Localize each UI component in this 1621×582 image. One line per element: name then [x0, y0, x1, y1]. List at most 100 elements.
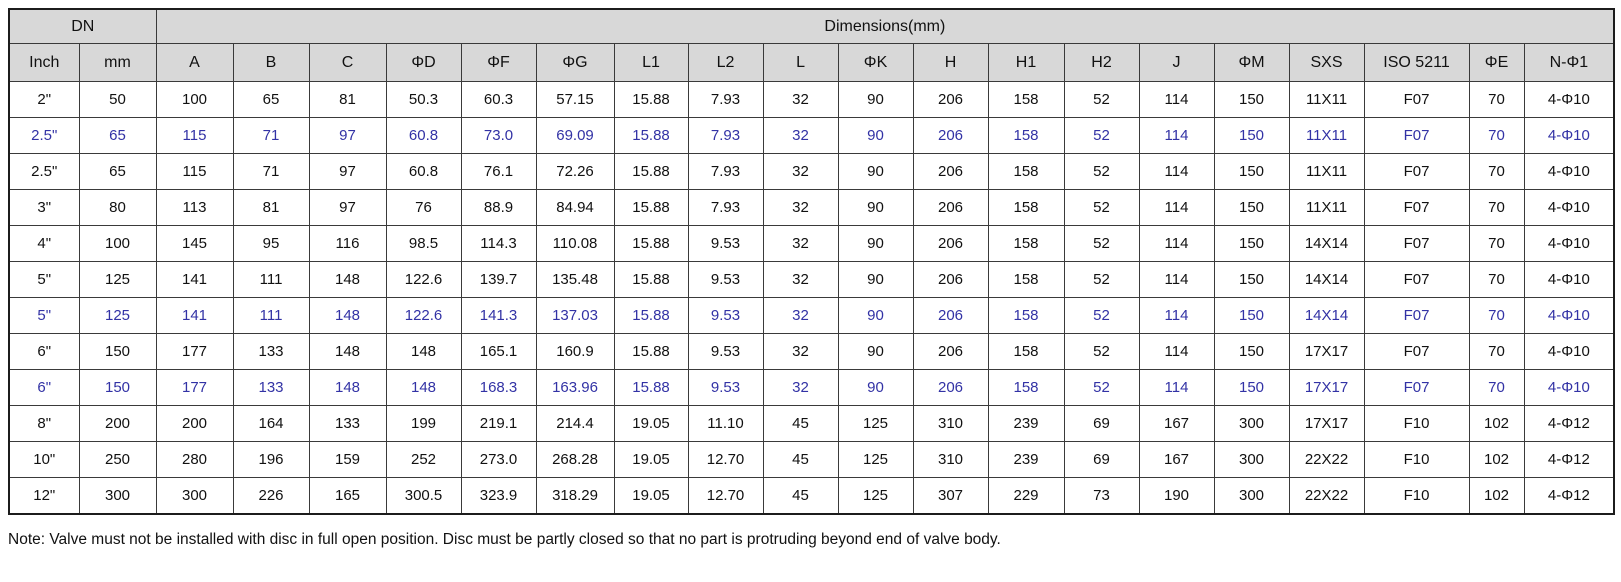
table-cell: 17X17: [1288, 333, 1365, 370]
table-cell: 135.48: [535, 261, 615, 298]
table-cell: 45: [762, 405, 839, 442]
table-cell: 69.09: [535, 117, 615, 154]
table-cell: 137.03: [535, 297, 615, 334]
table-cell: 158: [987, 297, 1065, 334]
column-header-4: B: [232, 43, 310, 82]
table-cell: 12": [8, 477, 80, 515]
table-cell: 125: [837, 477, 914, 515]
table-cell: 148: [308, 333, 387, 370]
table-cell: 70: [1468, 117, 1525, 154]
table-cell: 148: [308, 297, 387, 334]
table-cell: 60.8: [385, 117, 462, 154]
table-cell: 2": [8, 81, 80, 118]
table-cell: 141.3: [460, 297, 537, 334]
column-header-17: ΦM: [1213, 43, 1290, 82]
table-cell: 11X11: [1288, 189, 1365, 226]
table-cell: 115: [155, 117, 234, 154]
table-cell: 4-Φ10: [1523, 225, 1615, 262]
table-cell: 15.88: [613, 153, 689, 190]
table-cell: 12.70: [687, 441, 764, 478]
table-cell: F07: [1363, 261, 1470, 298]
table-cell: 114.3: [460, 225, 537, 262]
table-cell: 98.5: [385, 225, 462, 262]
column-header-13: H: [912, 43, 989, 82]
table-cell: 102: [1468, 405, 1525, 442]
table-cell: 15.88: [613, 81, 689, 118]
table-cell: 158: [987, 225, 1065, 262]
table-cell: 114: [1138, 189, 1215, 226]
column-header-14: H1: [987, 43, 1065, 82]
table-cell: 45: [762, 477, 839, 515]
table-cell: F07: [1363, 153, 1470, 190]
table-cell: 71: [232, 117, 310, 154]
table-cell: F07: [1363, 297, 1470, 334]
table-cell: 90: [837, 333, 914, 370]
table-cell: 50.3: [385, 81, 462, 118]
table-cell: 268.28: [535, 441, 615, 478]
table-cell: 15.88: [613, 333, 689, 370]
table-cell: 57.15: [535, 81, 615, 118]
table-cell: 280: [155, 441, 234, 478]
table-cell: 141: [155, 261, 234, 298]
table-cell: 70: [1468, 333, 1525, 370]
table-cell: 158: [987, 189, 1065, 226]
table-row: 8" 200 200 164 133 199 219.1 214.4 19.05 11.10 45 1…: [8, 405, 1615, 442]
column-header-11: L: [762, 43, 839, 82]
table-cell: 9.53: [687, 333, 764, 370]
table-cell: 307: [912, 477, 989, 515]
column-header-9: L1: [613, 43, 689, 82]
column-header-10: L2: [687, 43, 764, 82]
table-row: 6" 150 177 133 148 148 168.3 163.96 15.88 9.53 32 9…: [8, 369, 1615, 406]
table-cell: 52: [1063, 117, 1140, 154]
table-cell: 158: [987, 153, 1065, 190]
table-cell: 4-Φ10: [1523, 369, 1615, 406]
table-cell: 4": [8, 225, 80, 262]
table-cell: 76.1: [460, 153, 537, 190]
table-cell: 19.05: [613, 477, 689, 515]
table-row: 2.5" 65 115 71 97 60.8 73.0 69.09 15.88 7.93 32 90 2…: [8, 117, 1615, 154]
column-header-18: SXS: [1288, 43, 1365, 82]
table-cell: 4-Φ12: [1523, 441, 1615, 478]
table-cell: 15.88: [613, 225, 689, 262]
table-cell: 52: [1063, 333, 1140, 370]
column-header-7: ΦF: [460, 43, 537, 82]
table-cell: 7.93: [687, 117, 764, 154]
table-cell: 206: [912, 225, 989, 262]
table-cell: 300: [78, 477, 157, 515]
table-cell: 81: [232, 189, 310, 226]
table-cell: 11X11: [1288, 153, 1365, 190]
table-cell: 229: [987, 477, 1065, 515]
table-cell: 15.88: [613, 189, 689, 226]
table-cell: 148: [308, 261, 387, 298]
table-cell: 4-Φ10: [1523, 297, 1615, 334]
table-cell: 148: [385, 333, 462, 370]
table-cell: 52: [1063, 369, 1140, 406]
table-cell: F10: [1363, 441, 1470, 478]
table-cell: 300: [1213, 477, 1290, 515]
table-cell: 70: [1468, 153, 1525, 190]
table-cell: 90: [837, 261, 914, 298]
table-cell: 115: [155, 153, 234, 190]
table-cell: 32: [762, 81, 839, 118]
table-cell: 90: [837, 189, 914, 226]
table-cell: 196: [232, 441, 310, 478]
table-cell: 206: [912, 261, 989, 298]
table-row: 4" 100 145 95 116 98.5 114.3 110.08 15.88 9.53 32 9…: [8, 225, 1615, 262]
table-cell: 167: [1138, 405, 1215, 442]
table-cell: 65: [78, 153, 157, 190]
table-cell: 273.0: [460, 441, 537, 478]
table-cell: 90: [837, 117, 914, 154]
table-cell: 125: [837, 405, 914, 442]
table-cell: 177: [155, 369, 234, 406]
table-cell: 133: [232, 333, 310, 370]
table-cell: 15.88: [613, 261, 689, 298]
table-cell: 206: [912, 369, 989, 406]
column-header-row: Inch mm A B C ΦD ΦF ΦG L1 L2 L ΦK H H1 H2 J ΦM SXS ISO 521…: [8, 43, 1615, 82]
table-cell: 22X22: [1288, 441, 1365, 478]
table-cell: 52: [1063, 153, 1140, 190]
table-cell: 70: [1468, 189, 1525, 226]
table-cell: 9.53: [687, 261, 764, 298]
table-cell: 52: [1063, 189, 1140, 226]
table-cell: 72.26: [535, 153, 615, 190]
table-cell: 50: [78, 81, 157, 118]
